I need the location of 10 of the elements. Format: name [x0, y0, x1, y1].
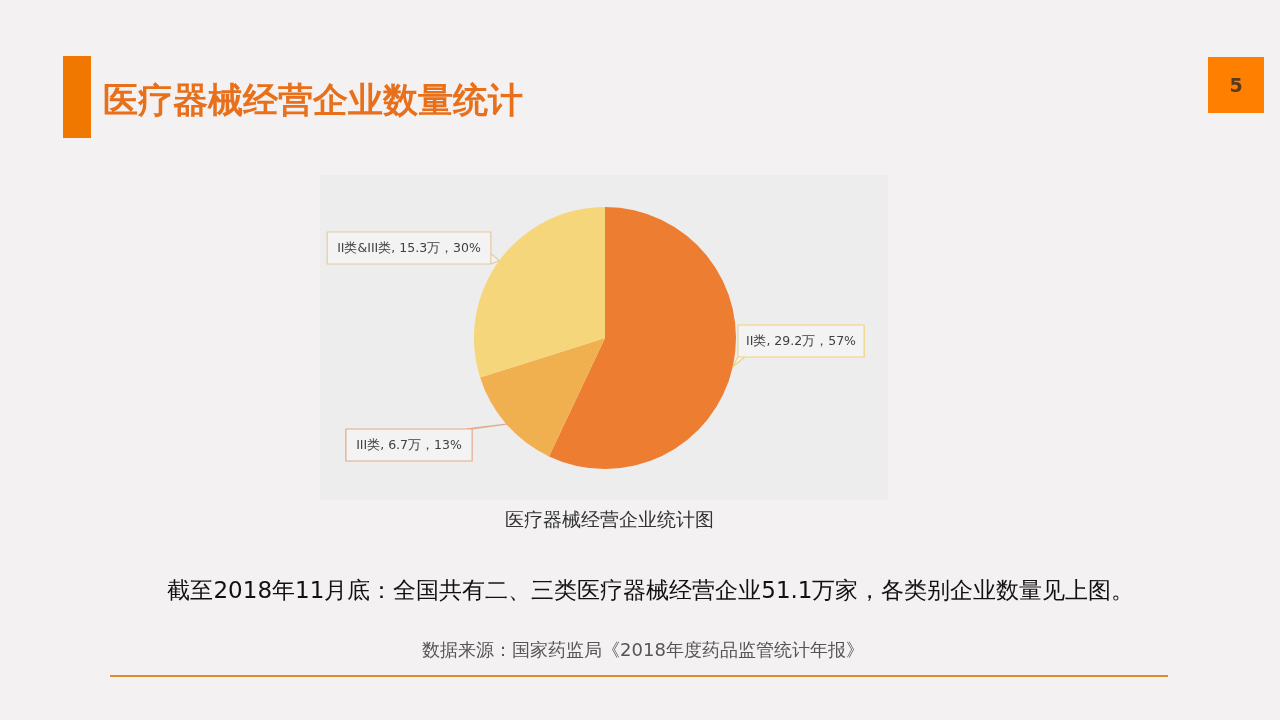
source-note: 数据来源：国家药监局《2018年度药品监管统计年报》 — [422, 639, 864, 660]
slice-label: III类, 6.7万，13% — [356, 437, 462, 453]
text: 截至2018年11月底：全国共有二、三类医疗器械经营企业51.1万家，各类别企业数量见上图。 — [167, 577, 1135, 603]
pie-slice — [480, 338, 605, 457]
slice-label: II类&III类, 15.3万，30% — [337, 240, 481, 256]
text: 医疗器械经营企业统计图 — [504, 508, 714, 530]
chart-title: 医疗器械经营企业数量统计 — [103, 80, 523, 120]
slice-label: II类, 29.2万，57% — [746, 333, 857, 349]
text: 5 — [1229, 74, 1243, 96]
pie-slice — [548, 207, 736, 469]
